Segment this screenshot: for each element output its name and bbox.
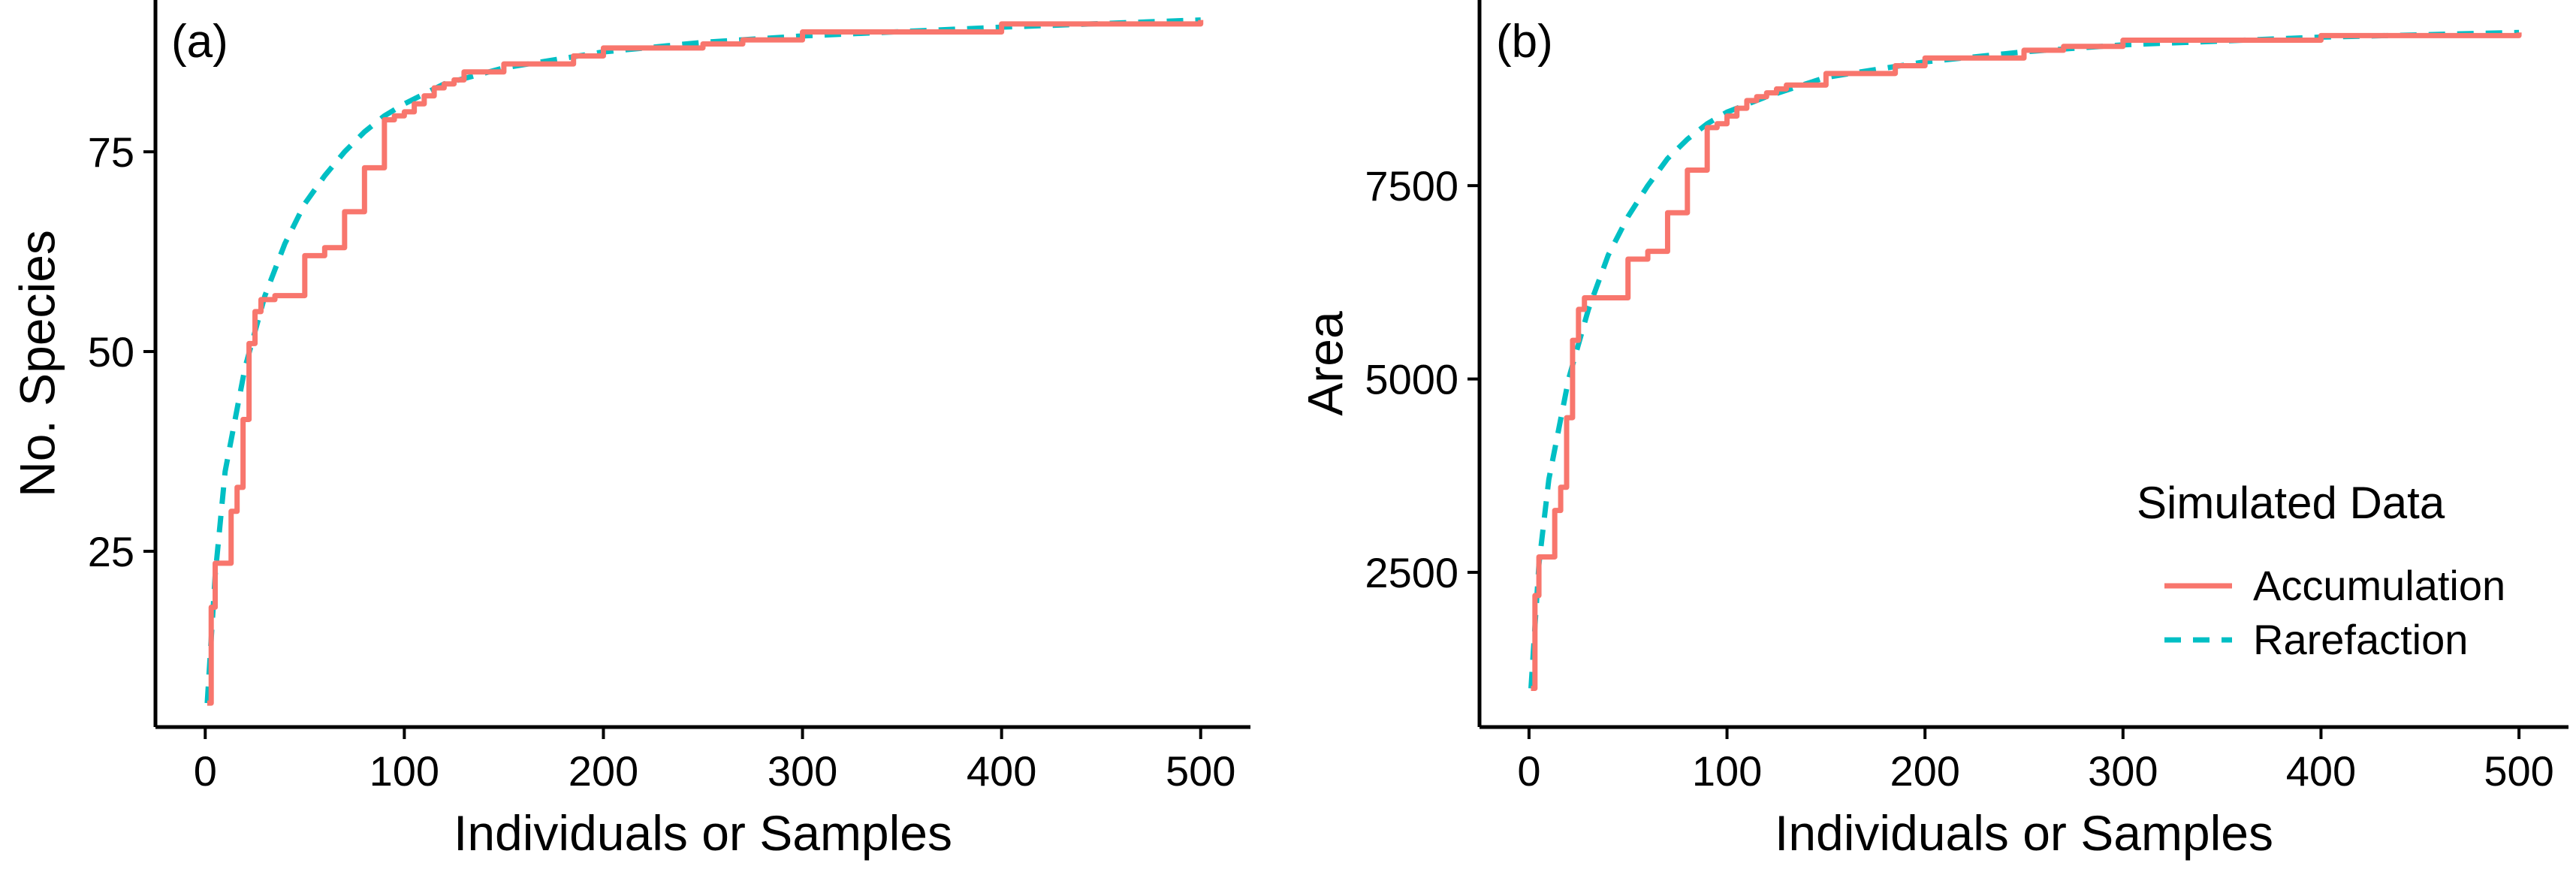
x-tick-label: 400 [2286,747,2356,795]
x-axis-title: Individuals or Samples [454,805,952,861]
x-tick-label: 300 [768,747,837,795]
y-tick-label: 25 [88,528,134,575]
x-tick-label: 0 [1517,747,1540,795]
y-tick-label: 7500 [1365,162,1458,210]
series-line-accumulation [1531,32,2522,692]
x-tick-label: 0 [194,747,217,795]
y-axis-title: No. Species [9,230,65,497]
legend: Simulated Data Accumulation Rarefaction [2137,478,2505,663]
y-tick-label: 75 [88,128,134,176]
legend-title: Simulated Data [2137,478,2445,528]
legend-label-accumulation: Accumulation [2253,562,2505,609]
x-tick-label: 500 [2484,747,2553,795]
series-line-rarefaction [204,17,1201,704]
series-line-accumulation [207,20,1204,706]
y-tick-label: 5000 [1365,356,1458,403]
panel-label: (a) [171,16,228,68]
series-line-rarefaction [1528,29,2520,689]
y-tick-label: 2500 [1365,549,1458,596]
panel-label: (b) [1496,16,1553,68]
panel-b: 0 100 200 300 400 500 2500 5000 7500 Individuals … [1297,0,2568,861]
x-tick-label: 200 [1890,747,1959,795]
x-tick-label: 100 [1692,747,1762,795]
y-axis-title: Area [1297,311,1353,416]
x-tick-label: 500 [1166,747,1235,795]
x-tick-label: 200 [569,747,638,795]
x-tick-label: 400 [967,747,1036,795]
panel-a: 0 100 200 300 400 500 25 50 75 Individuals or Sam… [9,0,1250,861]
x-tick-label: 100 [370,747,439,795]
x-tick-label: 300 [2088,747,2158,795]
y-tick-label: 50 [88,328,134,376]
x-axis-title: Individuals or Samples [1775,805,2273,861]
legend-label-rarefaction: Rarefaction [2253,616,2468,663]
